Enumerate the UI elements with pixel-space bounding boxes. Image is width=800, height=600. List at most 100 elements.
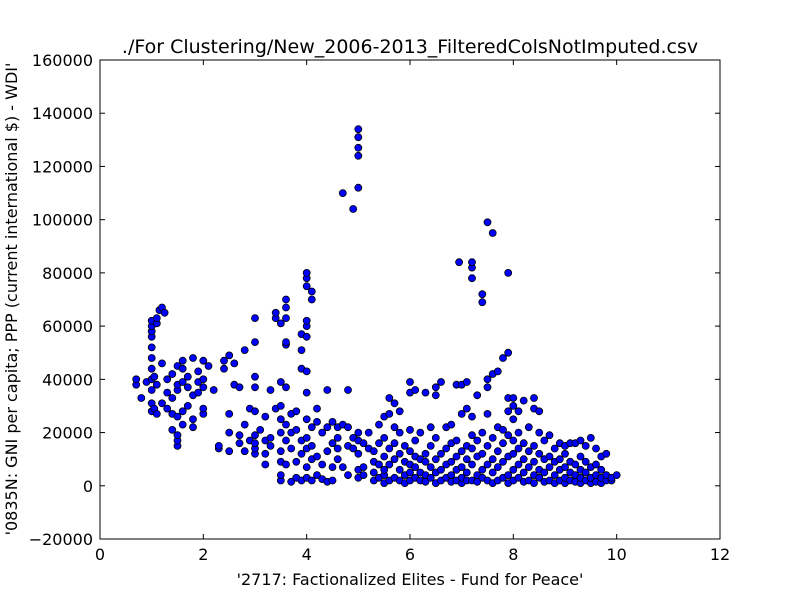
data-point [561, 449, 569, 458]
data-point [287, 444, 296, 453]
y-tick-label: 0 [83, 477, 93, 496]
data-point [545, 452, 554, 461]
data-point [225, 447, 234, 456]
y-tick-label: 160000 [32, 51, 93, 70]
data-point [333, 444, 342, 453]
data-point [168, 394, 177, 402]
data-point [530, 479, 538, 488]
data-point [437, 465, 445, 474]
points-layer [132, 125, 621, 488]
data-point [504, 268, 513, 277]
data-point [390, 455, 399, 464]
data-point [163, 404, 172, 413]
data-point [406, 447, 414, 456]
y-tick-label: 120000 [32, 157, 93, 176]
data-point [302, 332, 311, 341]
data-point [493, 463, 502, 472]
y-tick-label: 100000 [32, 211, 93, 230]
data-point [473, 436, 482, 445]
data-point [571, 460, 580, 469]
data-point [488, 433, 497, 442]
data-point [514, 473, 523, 482]
data-point [199, 383, 208, 392]
data-point [519, 468, 528, 477]
data-point [457, 409, 466, 418]
data-point [462, 468, 471, 477]
data-point [488, 229, 497, 237]
data-point [307, 295, 316, 304]
data-point [550, 471, 559, 480]
data-point [602, 449, 611, 458]
data-point [266, 433, 275, 442]
data-point [447, 457, 456, 466]
data-point [524, 447, 533, 456]
y-tick-label: 80000 [42, 264, 93, 283]
data-point [400, 441, 409, 450]
data-point [302, 463, 311, 472]
x-tick-label: 0 [95, 545, 105, 564]
data-point [209, 386, 218, 394]
data-point [178, 364, 187, 373]
data-point [199, 404, 208, 413]
data-point [447, 471, 456, 480]
data-point [468, 258, 476, 267]
data-point [354, 428, 363, 437]
data-point [168, 425, 177, 434]
data-point [189, 415, 197, 424]
data-point [395, 407, 404, 416]
x-tick-label: 6 [405, 545, 415, 564]
data-point [385, 444, 394, 453]
data-point [282, 383, 290, 392]
data-point [183, 383, 192, 392]
data-point [137, 394, 146, 402]
chart-title: ./For Clustering/New_2006-2013_FilteredC… [122, 36, 698, 58]
data-point [261, 412, 270, 421]
data-point [163, 388, 172, 397]
data-point [240, 346, 249, 355]
data-point [183, 372, 192, 381]
data-point [519, 439, 528, 448]
data-point [535, 407, 544, 416]
data-point [173, 431, 182, 440]
data-point [509, 394, 518, 402]
data-point [204, 362, 213, 370]
data-point [483, 375, 492, 384]
data-point [447, 420, 456, 429]
data-point [292, 425, 301, 434]
data-point [395, 428, 404, 437]
data-point [147, 343, 156, 352]
data-point [147, 364, 156, 373]
data-point [369, 447, 378, 456]
data-point [276, 378, 285, 386]
data-point [478, 449, 487, 458]
data-point [282, 303, 290, 312]
data-point [147, 354, 156, 362]
data-point [597, 465, 606, 474]
data-point [586, 433, 595, 442]
data-point [307, 423, 316, 432]
data-point [509, 436, 518, 445]
data-point [535, 473, 544, 482]
data-point [483, 441, 492, 450]
data-point [183, 401, 192, 410]
data-point [530, 441, 538, 450]
data-point [256, 425, 265, 434]
data-point [251, 431, 259, 440]
data-point [251, 407, 259, 416]
data-point [276, 319, 285, 328]
data-point [488, 455, 497, 464]
data-point [261, 449, 270, 458]
data-point [452, 436, 461, 445]
data-point [178, 356, 187, 365]
data-point [282, 460, 290, 469]
data-point [160, 308, 169, 317]
data-point [152, 409, 161, 418]
data-point [483, 460, 492, 469]
y-tick-label: 20000 [42, 424, 93, 443]
data-point [380, 465, 389, 474]
data-point [540, 436, 549, 445]
data-point [581, 468, 590, 477]
x-tick-label: 12 [710, 545, 730, 564]
data-point [225, 409, 234, 418]
data-point [411, 436, 420, 445]
